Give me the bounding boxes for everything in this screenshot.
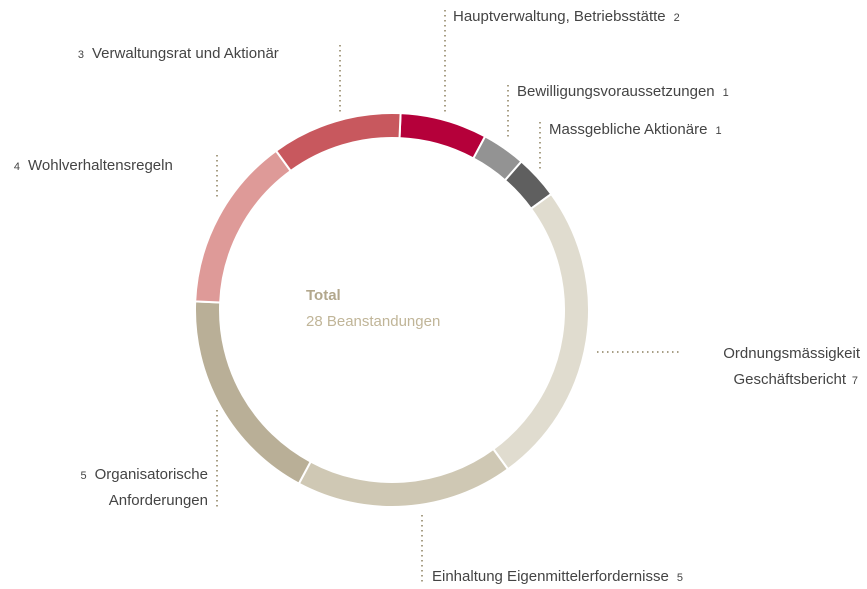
value-label: 3 — [78, 49, 84, 61]
segment-label: Hauptverwaltung, Betriebsstätte — [453, 8, 666, 25]
donut-segment — [274, 112, 402, 173]
segment-label: Massgebliche Aktionäre — [549, 121, 707, 138]
center-title: Total — [306, 287, 341, 304]
segment-label: Ordnungsmässigkeit Geschäftsbericht — [723, 345, 861, 388]
value-label: 2 — [674, 12, 680, 24]
donut-segment — [398, 112, 487, 160]
donut-segment — [297, 447, 510, 508]
segment-label: Bewilligungsvoraussetzungen — [517, 83, 715, 100]
donut-segment — [491, 192, 590, 471]
value-label: 7 — [852, 375, 858, 387]
value-label: 4 — [14, 161, 20, 173]
segment-label: Einhaltung Eigenmittelerfordernisse — [432, 568, 669, 585]
donut-segment — [194, 149, 293, 304]
donut-segment — [194, 300, 313, 485]
segment-label: Organisatorische Anforderungen — [95, 466, 208, 509]
center-subtitle: 28 Beanstandungen — [306, 313, 440, 330]
value-label: 1 — [723, 87, 729, 99]
value-label: 1 — [715, 125, 721, 137]
value-label: 5 — [677, 572, 683, 584]
segment-label: Wohlverhaltensregeln — [28, 157, 173, 174]
segment-label: Verwaltungsrat und Aktionär — [92, 45, 279, 62]
value-label: 5 — [80, 470, 86, 482]
